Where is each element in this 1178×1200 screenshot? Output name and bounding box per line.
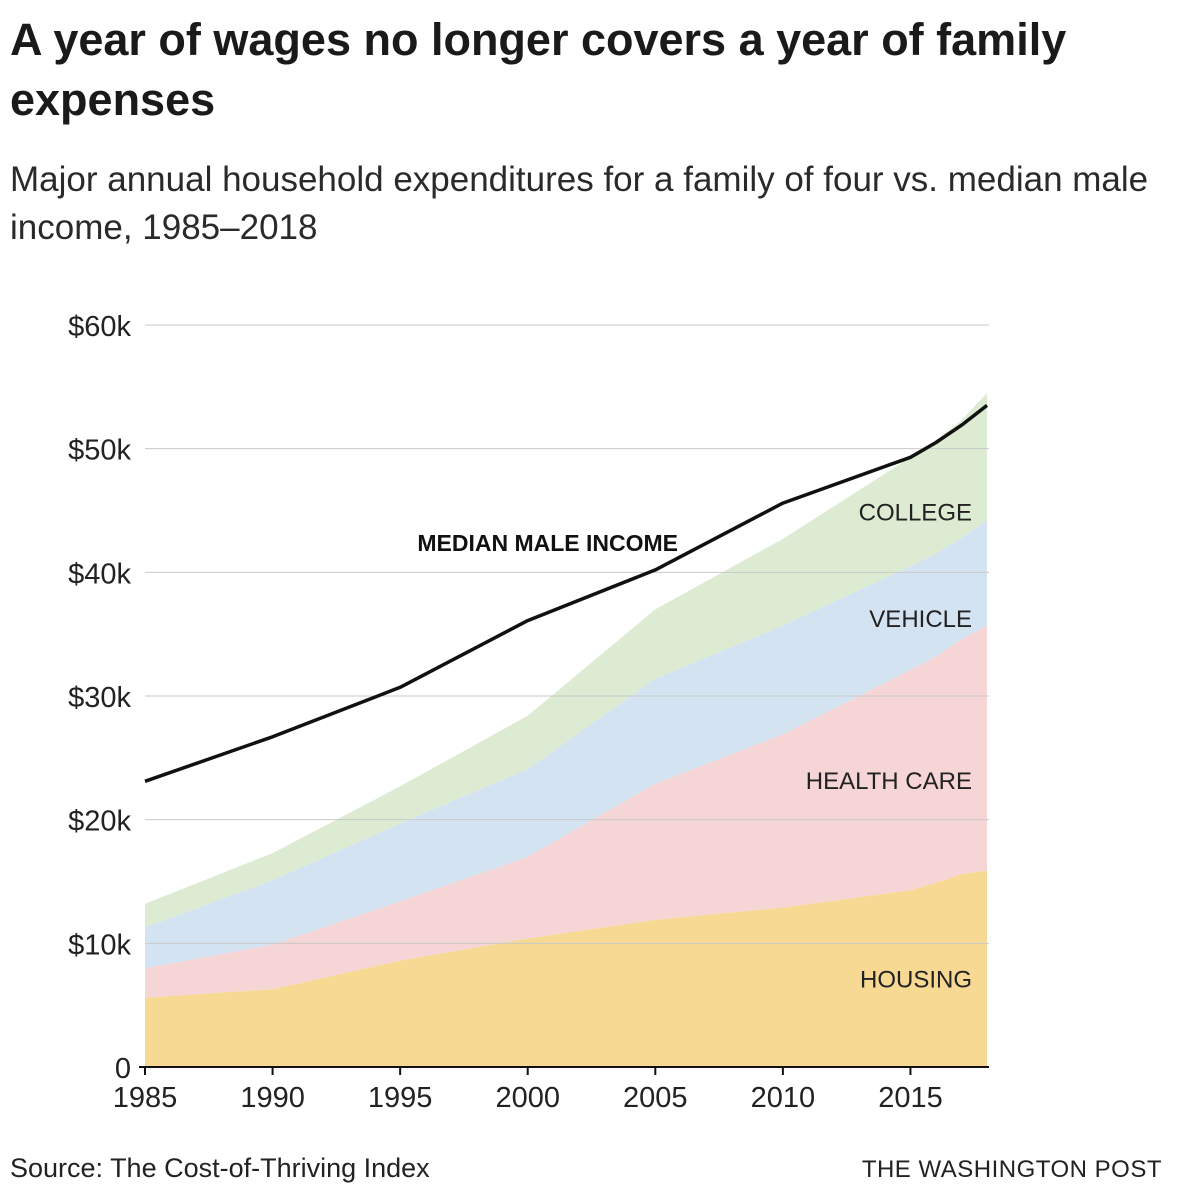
y-tick-label: $60k [68,311,131,343]
series-label-health-care: HEALTH CARE [806,768,972,795]
y-tick-label: $10k [68,929,131,961]
y-tick-label: $30k [68,682,131,714]
x-tick-label: 1985 [113,1082,178,1114]
publisher-credit: THE WASHINGTON POST [861,1156,1162,1183]
stacked-area-chart: 0 $10k $20k $30k $40k $50k $60k 1985 1990 1995 200… [68,311,989,1114]
x-tick-label: 2010 [751,1082,816,1114]
series-label-housing: HOUSING [860,967,972,994]
series-label-vehicle: VEHICLE [869,606,972,633]
x-tick-label: 1995 [368,1082,433,1114]
income-line [144,404,989,783]
area-health-care [145,625,987,998]
area-vehicle [145,520,987,969]
y-tick-label: $50k [68,435,131,467]
series-label-college: COLLEGE [859,500,972,527]
x-tick-label: 2015 [878,1082,943,1114]
area-housing [145,870,987,1067]
x-tick-label: 2005 [623,1082,688,1114]
y-tick-label: $40k [68,558,131,590]
source-note: Source: The Cost-of-Thriving Index [10,1153,430,1183]
page-subtitle: Major annual household expenditures for … [10,160,1149,247]
y-tick-label: $20k [68,806,131,838]
x-tick-label: 2000 [495,1082,560,1114]
income-line-label: MEDIAN MALE INCOME [417,530,678,556]
area-college [145,393,987,928]
x-tick-label: 1990 [240,1082,305,1114]
y-tick-label: 0 [115,1053,131,1085]
page-title: A year of wages no longer covers a year … [10,14,1067,125]
